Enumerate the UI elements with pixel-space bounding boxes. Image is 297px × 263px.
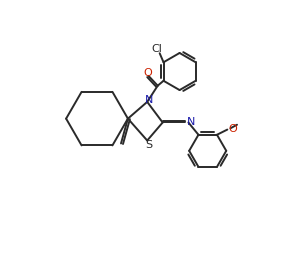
Text: N: N — [145, 95, 153, 105]
Text: O: O — [143, 68, 152, 78]
Text: Cl: Cl — [152, 44, 162, 54]
Text: S: S — [145, 140, 152, 150]
Text: N: N — [187, 118, 195, 128]
Text: O: O — [229, 124, 237, 134]
